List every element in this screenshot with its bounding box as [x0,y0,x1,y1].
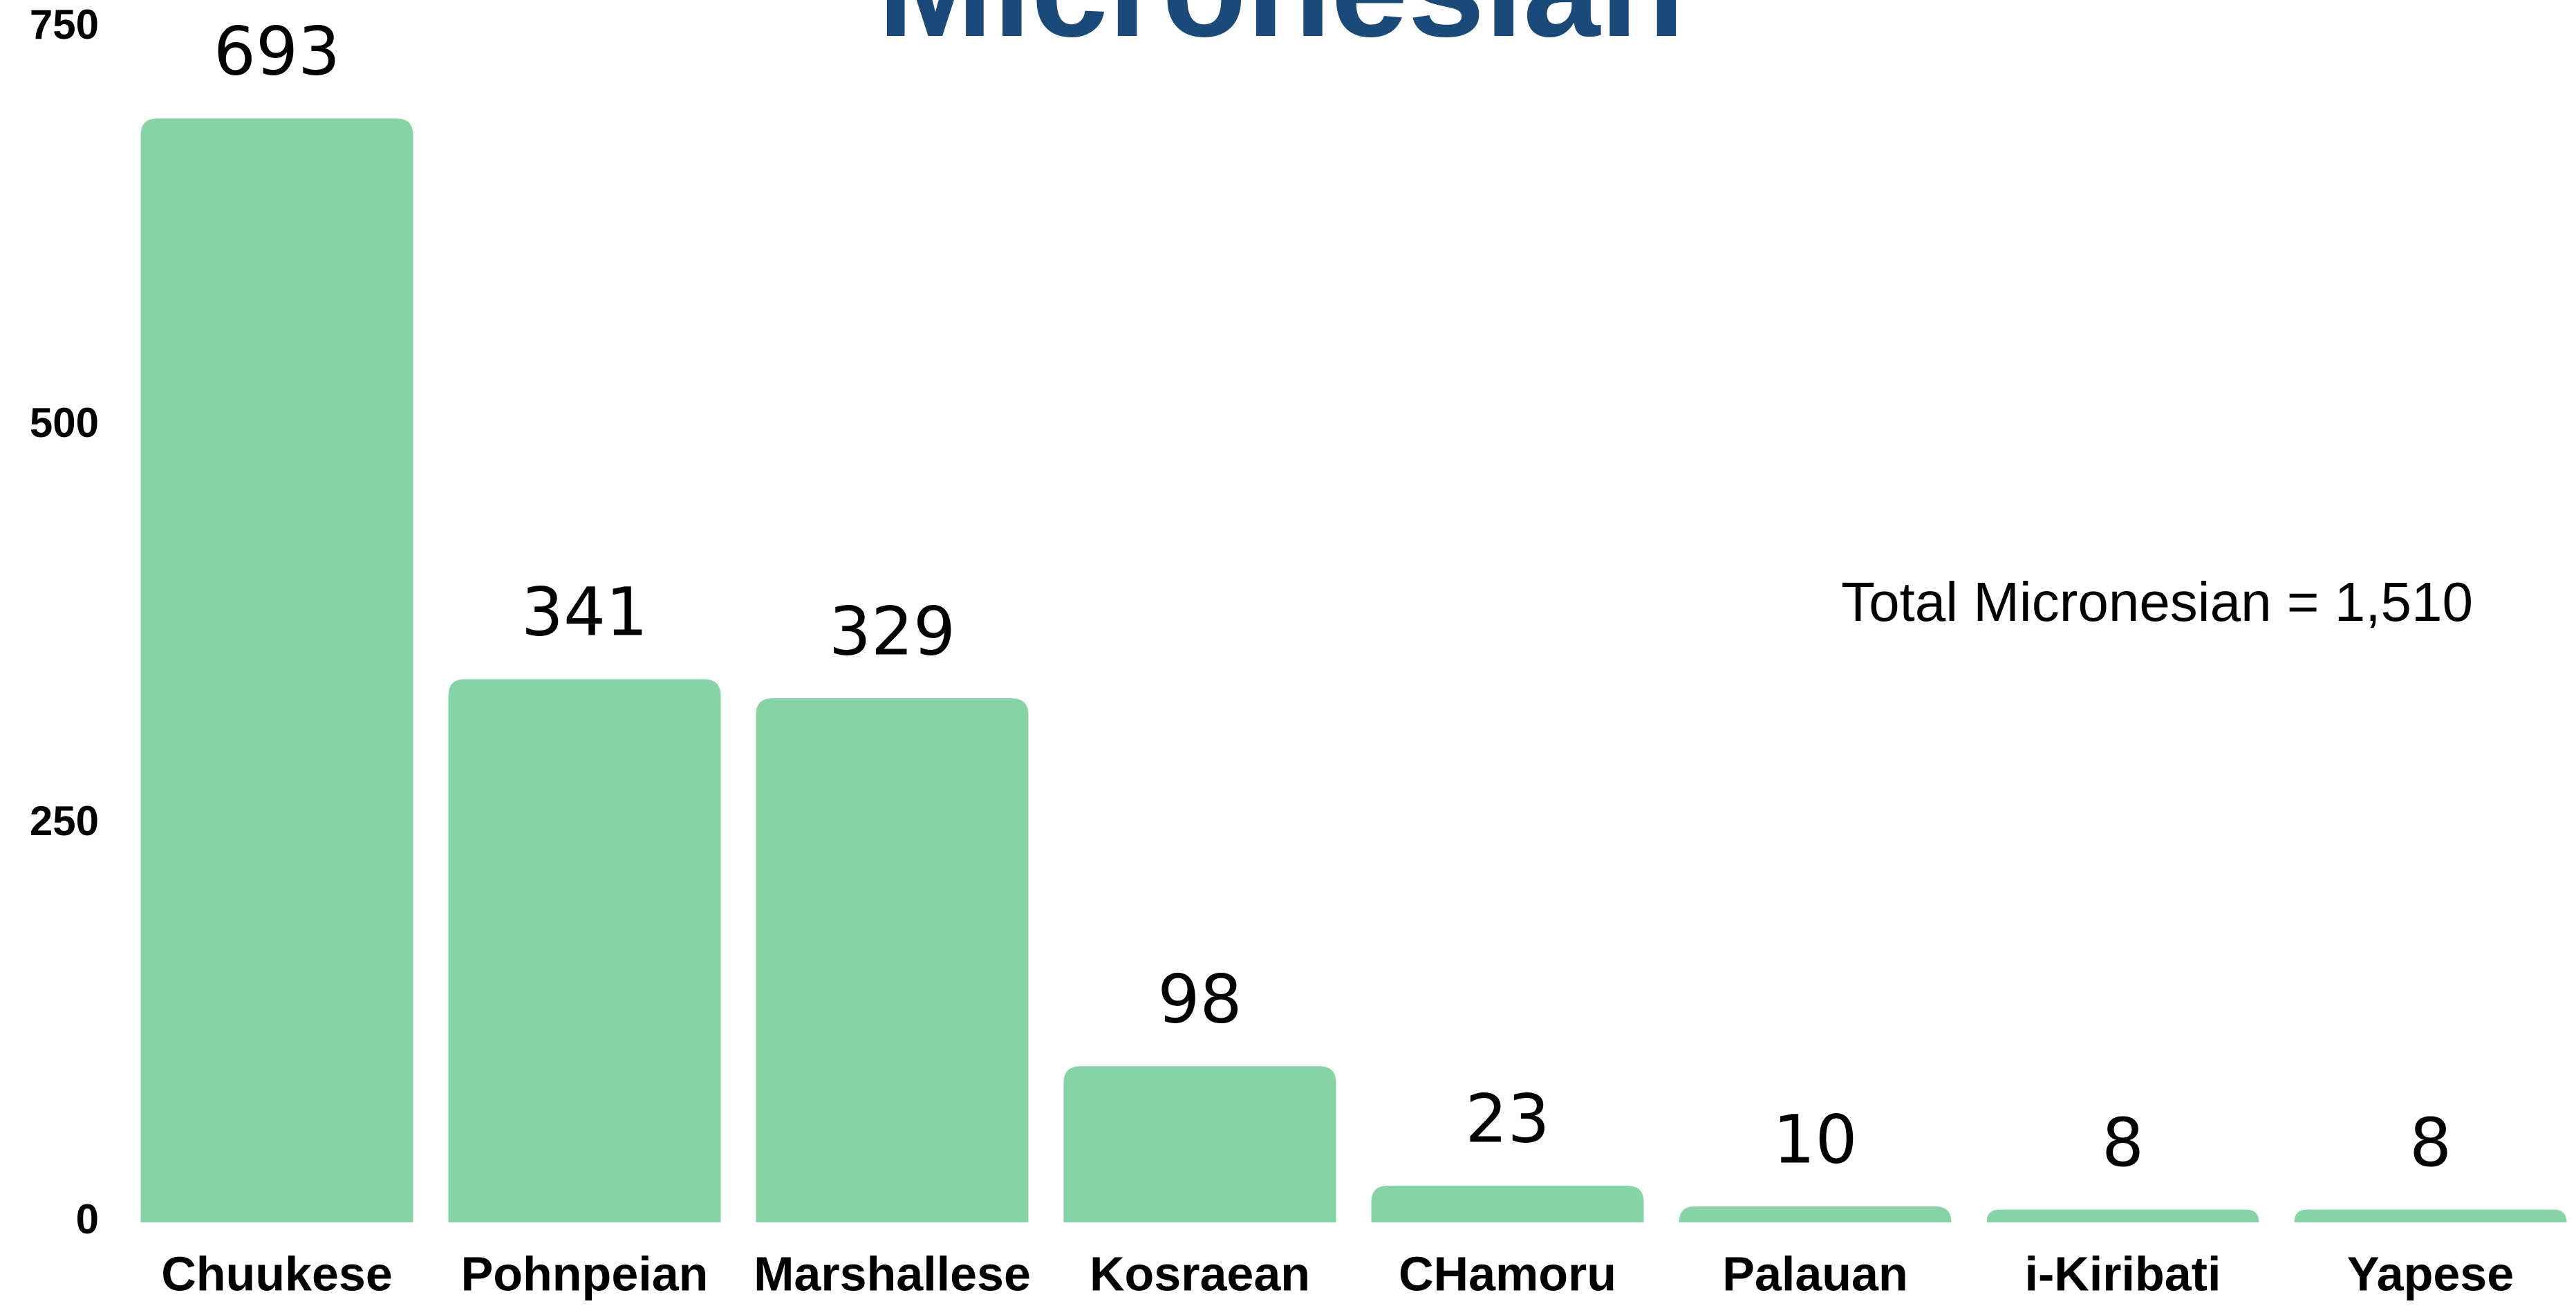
x-tick-label: i-Kiribati [2025,1247,2221,1300]
x-tick-label: Marshallese [754,1247,1031,1300]
x-tick-label: Chuukese [161,1247,393,1300]
x-tick-label: Pohnpeian [461,1247,709,1300]
bar [1679,1206,1952,1222]
bar [448,679,721,1222]
x-tick-label: CHamoru [1399,1247,1616,1300]
y-tick-label: 250 [30,798,99,844]
value-label: 23 [1465,1080,1549,1157]
value-label: 329 [829,593,955,670]
y-tick-label: 750 [30,1,99,48]
bar [2294,1209,2567,1222]
value-label: 10 [1773,1101,1857,1178]
bar [1986,1209,2259,1222]
y-tick-label: 0 [76,1196,99,1242]
value-label: 8 [2102,1104,2144,1182]
chart-title: Micronesian [878,0,1685,66]
value-label: 341 [521,574,648,651]
value-label: 98 [1157,961,1242,1038]
annotation: Total Micronesian = 1,510 [1841,571,2473,633]
y-tick-label: 500 [30,400,99,446]
x-tick-label: Kosraean [1090,1247,1310,1300]
bar [756,698,1029,1222]
value-label: 8 [2409,1104,2452,1182]
value-label: 693 [214,13,340,91]
bar [1371,1186,1644,1222]
x-tick-label: Yapese [2347,1247,2514,1300]
bar [1063,1066,1336,1222]
bar [140,118,413,1222]
x-tick-label: Palauan [1722,1247,1907,1300]
